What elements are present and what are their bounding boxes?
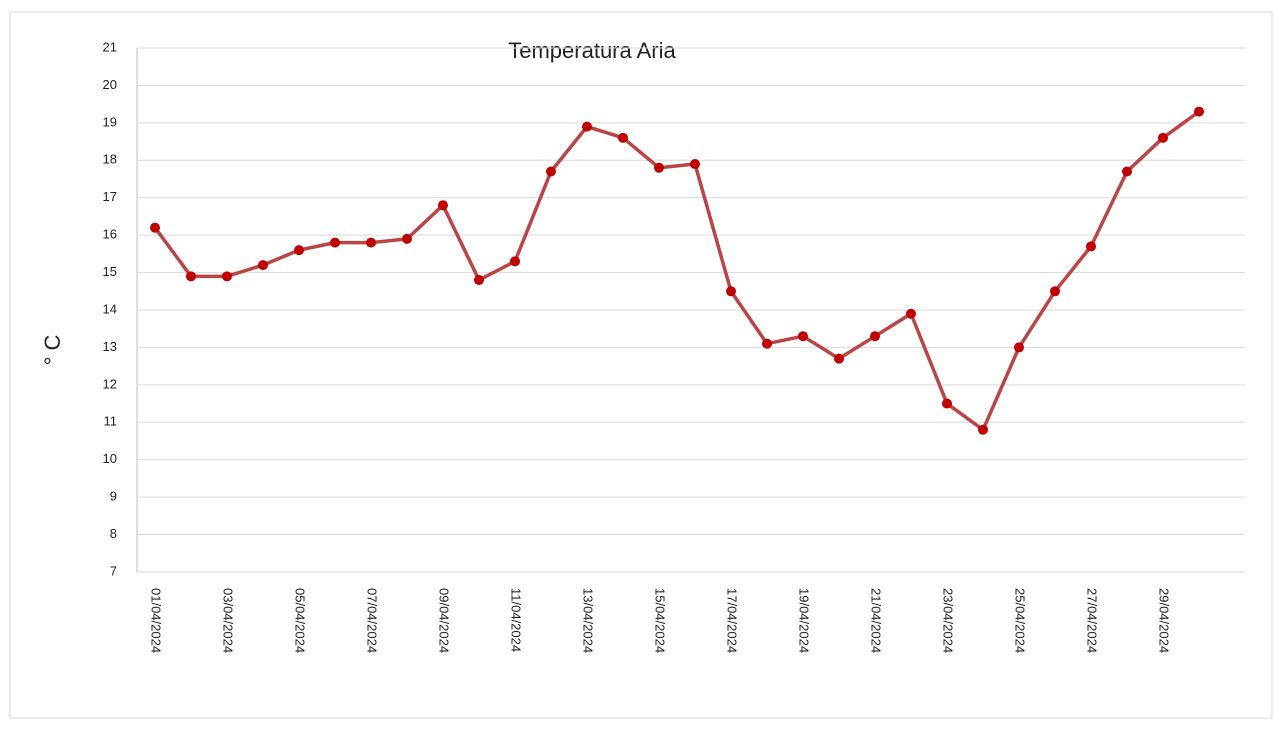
marker — [186, 271, 196, 282]
marker — [1122, 166, 1132, 177]
y-tick-label: 10 — [103, 451, 117, 466]
x-tick-label: 09/04/2024 — [437, 588, 452, 653]
marker — [150, 222, 160, 233]
x-tick-label: 27/04/2024 — [1085, 588, 1100, 653]
marker — [1158, 132, 1168, 143]
line — [153, 110, 1201, 432]
y-tick-label: 14 — [103, 301, 117, 316]
marker — [1086, 241, 1096, 252]
marker — [402, 233, 412, 244]
y-tick-label: 21 — [103, 39, 117, 54]
y-tick-label: 17 — [103, 189, 117, 204]
marker — [582, 121, 592, 132]
marker — [546, 166, 556, 177]
marker — [438, 200, 448, 211]
marker — [762, 338, 772, 349]
marker — [978, 424, 988, 435]
y-tick-label: 18 — [103, 152, 117, 167]
marker — [618, 132, 628, 143]
marker — [654, 162, 664, 173]
x-tick-label: 25/04/2024 — [1013, 588, 1028, 653]
y-axis-label: ° C — [40, 334, 65, 365]
x-tick-label: 29/04/2024 — [1157, 588, 1172, 653]
marker — [1050, 286, 1060, 297]
x-tick-label: 21/04/2024 — [869, 588, 884, 653]
marker — [942, 398, 952, 409]
y-tick-label: 12 — [103, 376, 117, 391]
marker — [222, 271, 232, 282]
x-tick-label: 11/04/2024 — [509, 588, 524, 652]
x-tick-label: 05/04/2024 — [293, 588, 308, 653]
chart-title: Temperatura Aria — [508, 38, 676, 63]
x-tick-label: 13/04/2024 — [581, 588, 596, 653]
marker — [474, 275, 484, 286]
marker — [798, 331, 808, 342]
chart-frame — [9, 11, 1273, 719]
y-tick-label: 13 — [103, 339, 117, 354]
marker — [726, 286, 736, 297]
marker — [690, 159, 700, 170]
x-tick-label: 23/04/2024 — [941, 588, 956, 653]
x-tick-label: 15/04/2024 — [653, 588, 668, 653]
x-tick-label: 07/04/2024 — [365, 588, 380, 653]
marker — [834, 353, 844, 364]
x-tick-label: 19/04/2024 — [797, 588, 812, 653]
marker — [366, 237, 376, 248]
marker — [330, 237, 340, 248]
y-tick-label: 8 — [110, 526, 117, 541]
marker — [510, 256, 520, 267]
y-tick-label: 15 — [103, 264, 117, 279]
x-tick-label: 01/04/2024 — [149, 588, 164, 653]
marker — [1194, 106, 1204, 117]
x-tick-label: 17/04/2024 — [725, 588, 740, 653]
y-tick-label: 9 — [110, 489, 117, 504]
marker — [906, 308, 916, 319]
x-tick-label: 03/04/2024 — [221, 588, 236, 653]
y-tick-label: 19 — [103, 114, 117, 129]
marker — [258, 260, 268, 271]
y-tick-label: 20 — [103, 77, 117, 92]
y-tick-label: 7 — [110, 563, 117, 578]
y-tick-label: 11 — [104, 414, 118, 429]
y-tick-label: 16 — [103, 227, 117, 242]
marker — [870, 331, 880, 342]
marker — [294, 245, 304, 256]
marker — [1014, 342, 1024, 353]
